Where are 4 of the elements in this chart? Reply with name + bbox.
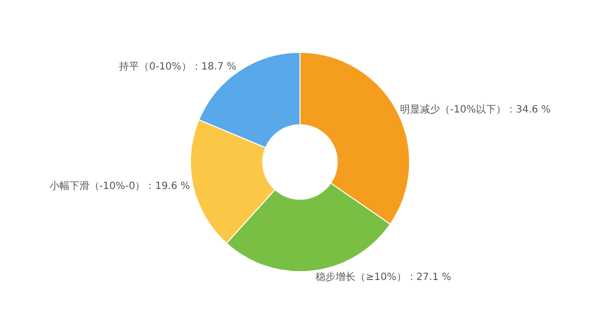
slice-label: 小幅下滑（-10%-0）：19.6 % (49, 180, 190, 192)
slice-label: 明显减少（-10%以下）：34.6 % (400, 104, 551, 116)
slice-label: 稳步增长（≥10%）：27.1 % (316, 270, 452, 283)
slice-label: 持平（0-10%）：18.7 % (119, 60, 236, 73)
